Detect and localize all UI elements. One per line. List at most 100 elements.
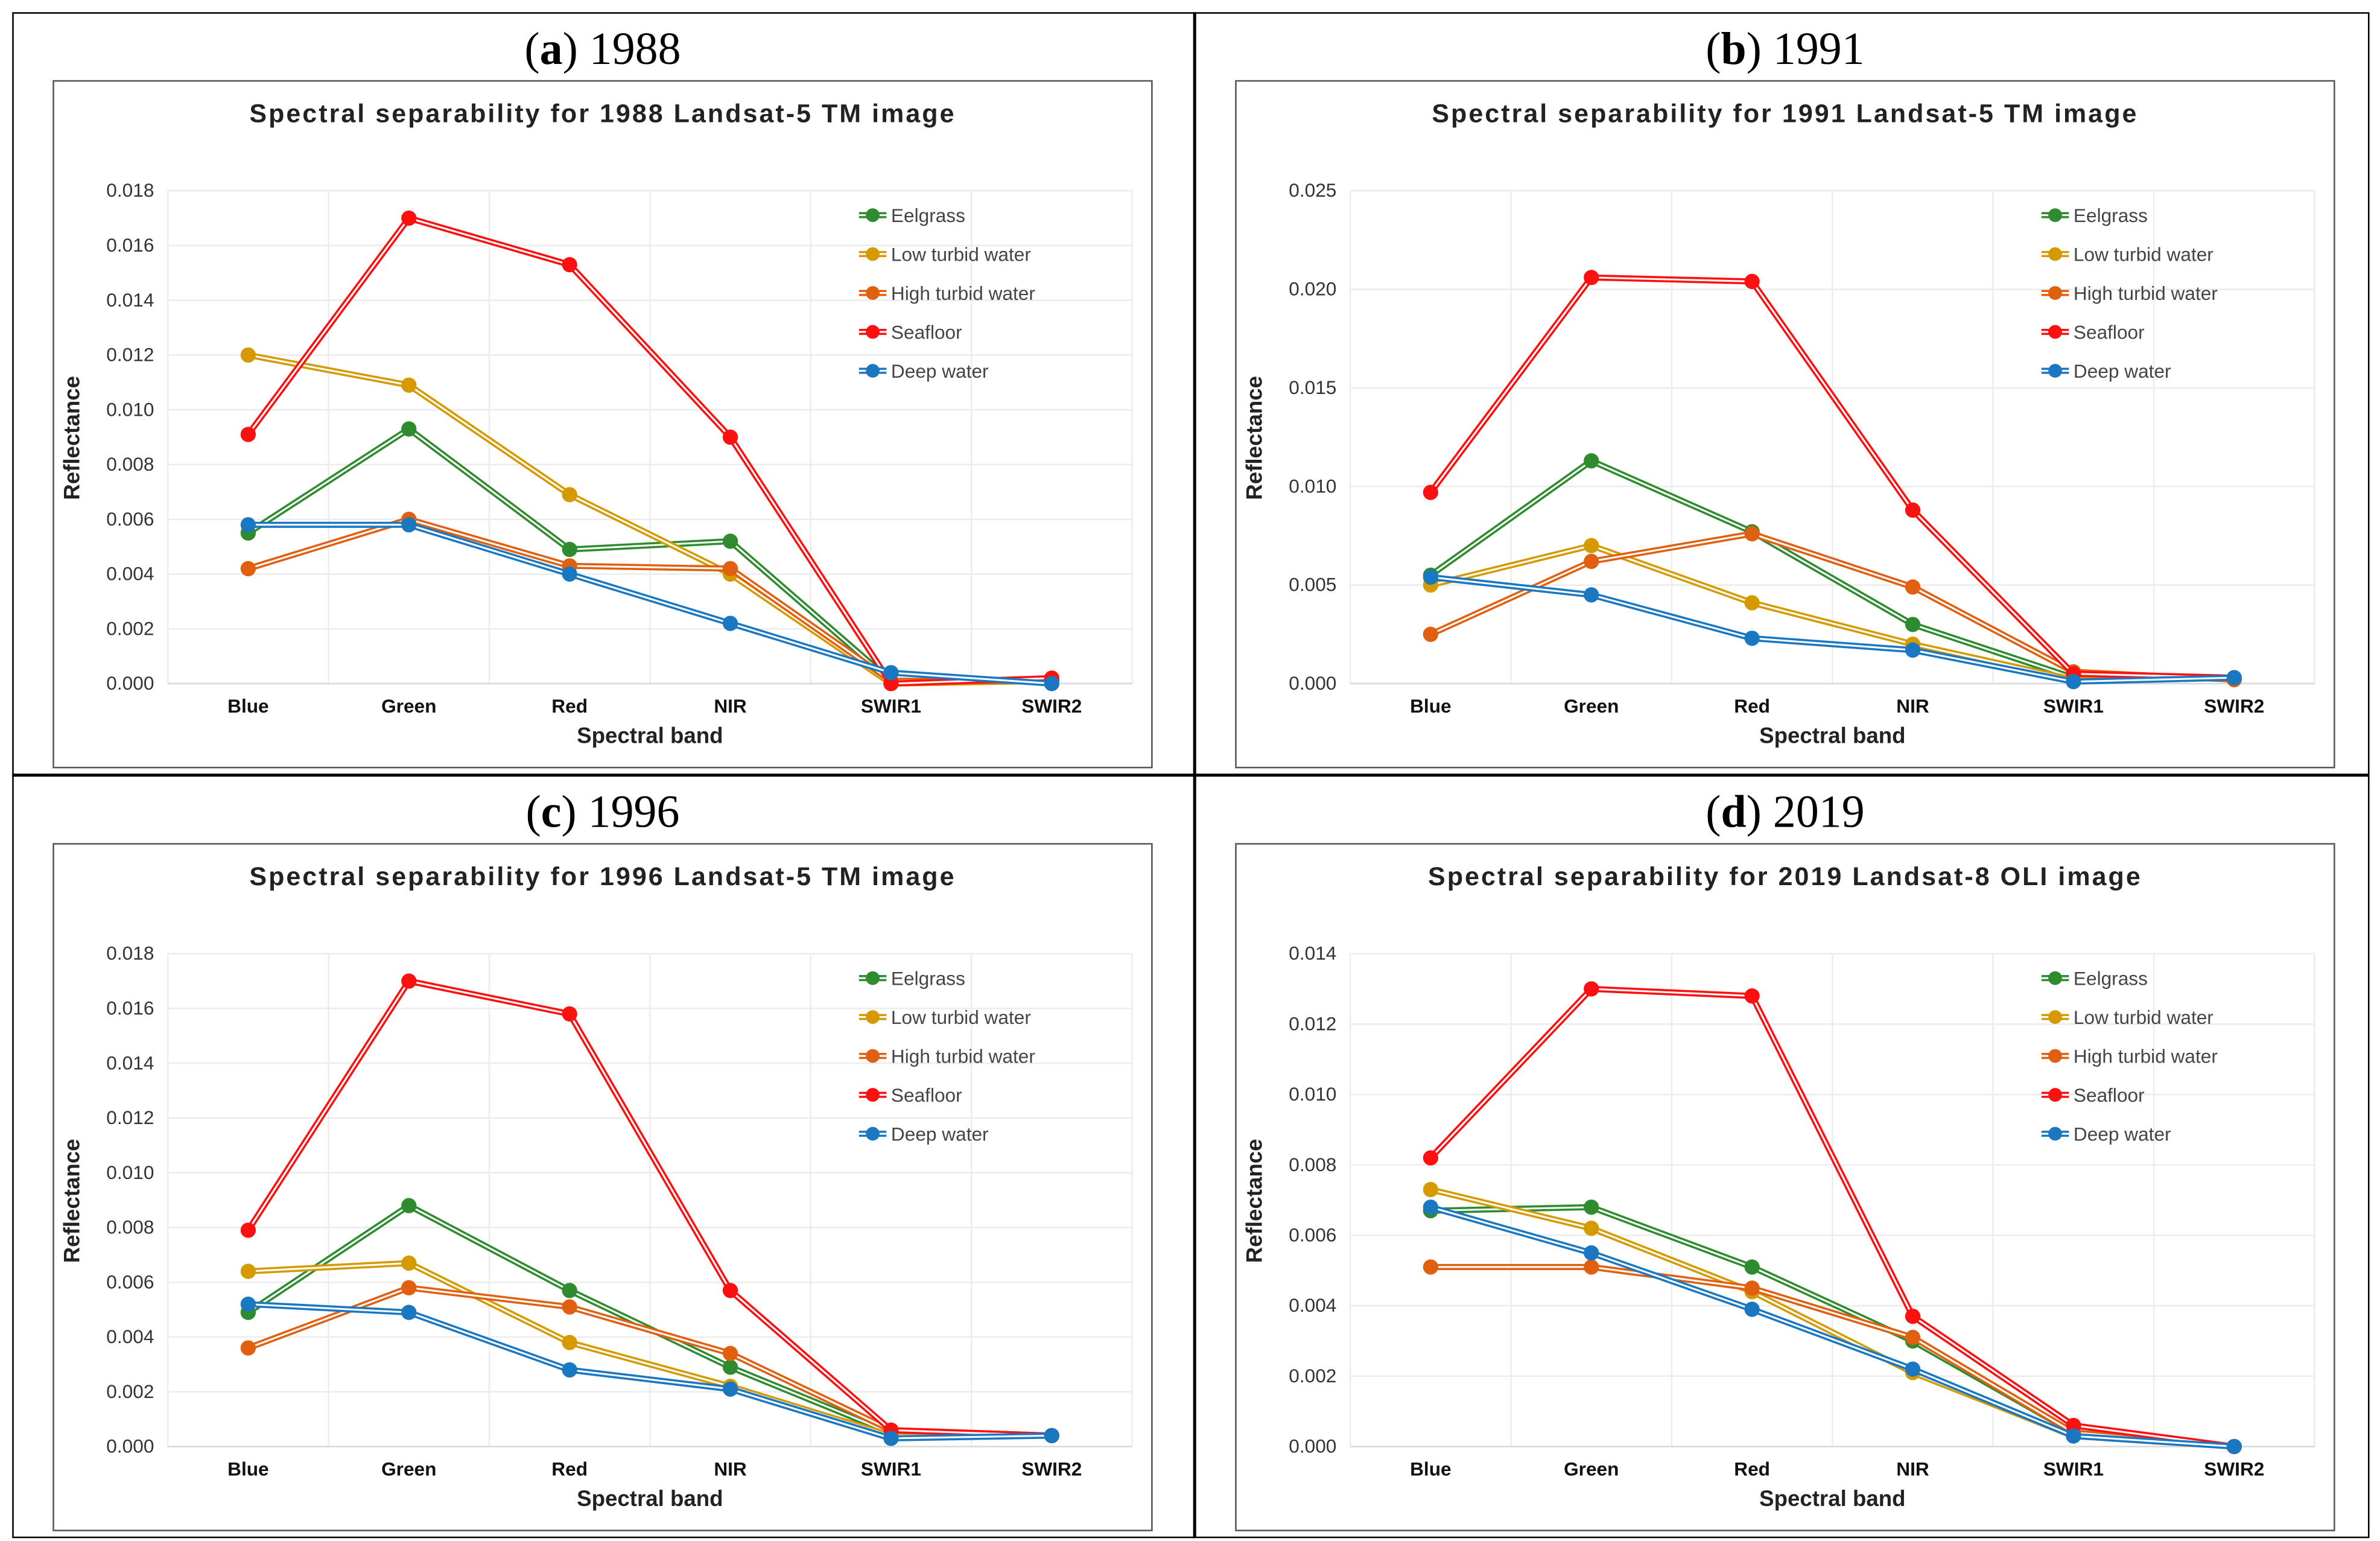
legend-marker [2048, 1010, 2062, 1024]
data-point [240, 1222, 256, 1238]
data-point [722, 561, 738, 577]
legend-marker [866, 971, 880, 985]
series-line-inner [248, 1303, 1052, 1440]
data-point [562, 541, 577, 558]
x-tick-label: NIR [714, 695, 747, 717]
legend-label: Low turbid water [891, 243, 1031, 265]
data-point [1423, 569, 1439, 585]
legend-item: Low turbid water [858, 1006, 1031, 1028]
data-point [240, 1340, 256, 1356]
legend-label: Seafloor [2074, 1084, 2145, 1106]
panel-paren-close: ) [1747, 24, 1773, 74]
x-tick-label: SWIR2 [2204, 1458, 2264, 1480]
y-axis-title: Reflectance [60, 1139, 84, 1263]
data-point [2066, 1417, 2081, 1434]
data-point [562, 1362, 577, 1378]
legend-item: Seafloor [2041, 1084, 2145, 1106]
y-tick-label: 0.012 [106, 1107, 154, 1128]
y-tick-label: 0.015 [1289, 377, 1336, 398]
y-tick-label: 0.000 [106, 1435, 154, 1457]
chart-box [1235, 843, 2335, 1531]
data-point [240, 427, 256, 442]
legend-item: Deep water [858, 360, 989, 382]
y-axis-title: Reflectance [1242, 376, 1266, 500]
panel-letter: d [1721, 787, 1746, 837]
chart-panel-d: (d) 2019 Spectral separability for 2019 L… [1235, 787, 2335, 1531]
x-tick-label: Blue [1410, 1458, 1452, 1480]
legend-label: Deep water [2074, 1123, 2171, 1145]
data-point [1584, 1199, 1599, 1215]
data-point [240, 561, 256, 577]
data-point [401, 421, 417, 437]
legend-label: Deep water [891, 360, 989, 382]
data-point [1905, 617, 1921, 632]
x-tick-label: Red [551, 1458, 588, 1480]
x-tick-label: NIR [1896, 695, 1929, 717]
data-point [1744, 1280, 1760, 1296]
legend-marker [2048, 325, 2062, 339]
data-point [562, 566, 577, 582]
series-line-inner [1430, 1206, 2235, 1448]
legend-marker [866, 247, 880, 261]
panel-year: 1991 [1773, 24, 1865, 74]
data-point [2066, 674, 2081, 690]
y-tick-label: 0.002 [106, 617, 154, 639]
y-tick-label: 0.012 [106, 344, 154, 366]
series-line-inner [1430, 988, 2235, 1447]
x-tick-label: Green [1564, 1458, 1619, 1480]
legend-item: Eelgrass [858, 967, 965, 989]
data-point [1584, 1259, 1599, 1275]
panel-letter: b [1721, 24, 1746, 74]
data-point [1423, 626, 1439, 642]
y-tick-label: 0.018 [106, 179, 154, 201]
x-axis-title: Spectral band [577, 1486, 723, 1511]
panel-paren-open: ( [1706, 24, 1721, 74]
legend-marker [866, 1088, 880, 1102]
panel-label: (d) 2019 [1706, 787, 1864, 837]
y-tick-label: 0.010 [106, 1161, 154, 1183]
data-point [401, 1304, 417, 1320]
legend-item: Deep water [858, 1123, 989, 1145]
series-deep-water [1423, 1199, 2242, 1455]
y-tick-label: 0.006 [106, 508, 154, 530]
data-point [1744, 273, 1760, 290]
x-tick-label: Green [1564, 695, 1619, 717]
x-tick-label: SWIR2 [2204, 695, 2264, 717]
panel-paren-close: ) [561, 787, 588, 837]
series-seafloor [1423, 981, 2242, 1455]
chart-panel-a: (a) 1988 Spectral separability for 1988 L… [52, 24, 1153, 769]
x-tick-label: NIR [1896, 1458, 1929, 1480]
panel-divider-horizontal [12, 774, 2370, 776]
y-tick-label: 0.005 [1289, 574, 1336, 596]
data-point [1584, 1221, 1599, 1236]
series-deep-water [1423, 569, 2242, 690]
legend-marker [2048, 208, 2062, 222]
y-tick-label: 0.014 [1289, 942, 1336, 964]
legend-item: Low turbid water [858, 243, 1031, 265]
data-point [401, 517, 417, 533]
data-point [883, 676, 899, 691]
legend-label: Eelgrass [891, 205, 965, 226]
legend-marker [866, 325, 880, 339]
data-point [1905, 1308, 1921, 1324]
chart-box [1235, 80, 2335, 769]
legend-marker [2048, 971, 2062, 985]
data-point [883, 1431, 899, 1446]
y-tick-label: 0.000 [1289, 672, 1336, 694]
series-line-inner [247, 980, 1052, 1437]
y-tick-label: 0.000 [1289, 1435, 1336, 1457]
data-point [401, 377, 417, 393]
x-tick-label: Blue [1410, 695, 1452, 717]
panel-letter: a [540, 24, 563, 74]
data-point [1423, 485, 1439, 500]
legend-item: Seafloor [2041, 321, 2145, 343]
chart-title: Spectral separability for 2019 Landsat-8… [1428, 862, 2142, 891]
legend-item: Deep water [2041, 360, 2171, 382]
legend-label: Deep water [891, 1123, 989, 1145]
chart-panel-b: (b) 1991 Spectral separability for 1991 L… [1235, 24, 2335, 769]
y-tick-label: 0.000 [106, 672, 154, 694]
x-tick-label: SWIR2 [1021, 695, 1082, 717]
x-axis-title: Spectral band [1759, 1486, 1905, 1511]
data-point [562, 1335, 577, 1350]
panel-letter: c [541, 787, 562, 837]
